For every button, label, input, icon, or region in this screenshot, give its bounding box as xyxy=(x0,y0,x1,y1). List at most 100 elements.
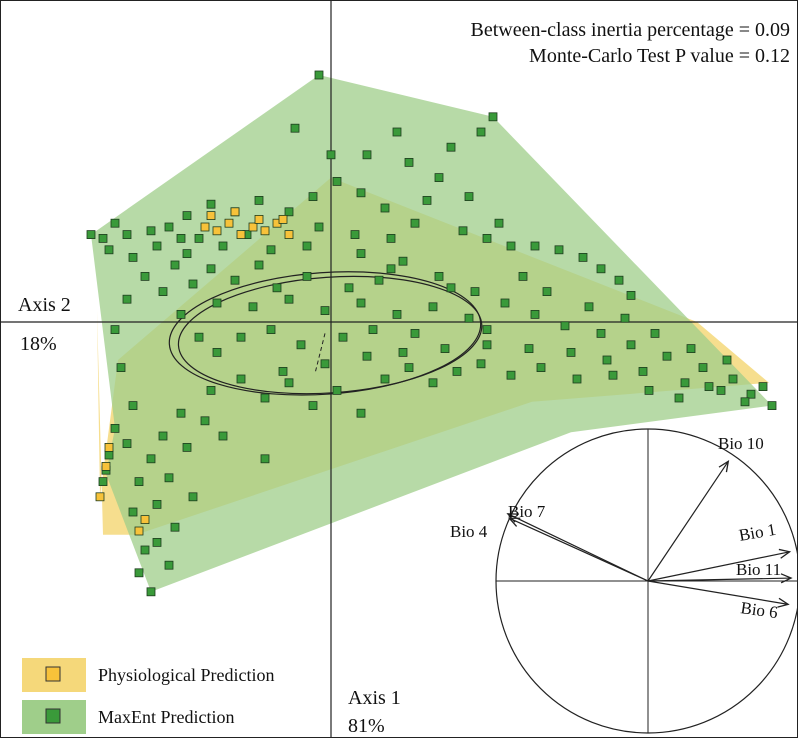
point-maxent xyxy=(410,218,420,228)
point-maxent xyxy=(104,245,114,255)
point-maxent xyxy=(140,271,150,281)
point-maxent xyxy=(728,374,738,384)
point-maxent xyxy=(398,347,408,357)
point-maxent xyxy=(266,325,276,335)
point-physiological xyxy=(101,461,111,471)
point-maxent xyxy=(164,222,174,232)
point-physiological xyxy=(278,214,288,224)
point-maxent xyxy=(746,389,756,399)
vector-label-bio-4: Bio 4 xyxy=(450,522,488,541)
point-maxent xyxy=(404,157,414,167)
point-maxent xyxy=(488,112,498,122)
vector-bio-4 xyxy=(509,517,649,582)
point-maxent xyxy=(170,522,180,532)
point-maxent xyxy=(194,233,204,243)
point-maxent xyxy=(506,241,516,251)
point-maxent xyxy=(662,351,672,361)
point-maxent xyxy=(644,385,654,395)
point-maxent xyxy=(374,275,384,285)
point-maxent xyxy=(212,298,222,308)
point-maxent xyxy=(116,363,126,373)
point-maxent xyxy=(398,256,408,266)
point-maxent xyxy=(578,252,588,262)
point-maxent xyxy=(212,347,222,357)
point-maxent xyxy=(302,271,312,281)
point-maxent xyxy=(620,313,630,323)
point-maxent xyxy=(284,294,294,304)
point-maxent xyxy=(542,287,552,297)
point-maxent xyxy=(758,382,768,392)
point-maxent xyxy=(362,351,372,361)
axis1-percent: 81% xyxy=(348,715,385,737)
point-maxent xyxy=(422,195,432,205)
point-maxent xyxy=(140,545,150,555)
vector-label-bio-10: Bio 10 xyxy=(718,434,764,453)
point-maxent xyxy=(362,150,372,160)
point-maxent xyxy=(134,568,144,578)
point-maxent xyxy=(482,233,492,243)
point-maxent xyxy=(392,309,402,319)
point-maxent xyxy=(86,230,96,240)
point-physiological xyxy=(254,214,264,224)
point-maxent xyxy=(356,249,366,259)
point-maxent xyxy=(254,195,264,205)
point-maxent xyxy=(368,325,378,335)
point-maxent xyxy=(284,378,294,388)
point-maxent xyxy=(152,499,162,509)
point-maxent xyxy=(152,538,162,547)
point-maxent xyxy=(182,442,192,452)
vector-bio-10 xyxy=(647,460,729,582)
between-class-annotation: Between-class inertia percentage = 0.09 xyxy=(471,19,790,41)
point-maxent xyxy=(638,366,648,376)
point-maxent xyxy=(464,313,474,323)
point-maxent xyxy=(482,325,492,335)
point-maxent xyxy=(530,309,540,319)
point-maxent xyxy=(446,283,456,293)
point-maxent xyxy=(236,332,246,342)
point-maxent xyxy=(392,127,402,137)
point-maxent xyxy=(554,245,564,255)
point-maxent xyxy=(314,222,324,232)
point-maxent xyxy=(740,397,750,407)
vector-label-bio-11: Bio 11 xyxy=(736,560,781,579)
point-maxent xyxy=(482,340,492,350)
point-maxent xyxy=(146,587,156,597)
point-maxent xyxy=(296,340,306,350)
axis2-percent: 18% xyxy=(20,333,57,355)
point-maxent xyxy=(176,233,186,243)
point-maxent xyxy=(230,275,240,285)
point-maxent xyxy=(338,332,348,342)
point-maxent xyxy=(356,188,366,198)
vector-bio-1 xyxy=(647,551,790,582)
point-maxent xyxy=(767,401,777,411)
point-maxent xyxy=(152,241,162,251)
point-maxent xyxy=(320,359,330,369)
point-maxent xyxy=(188,492,198,502)
point-maxent xyxy=(254,260,264,270)
vector-bio-6 xyxy=(647,580,789,605)
point-maxent xyxy=(410,328,420,338)
point-maxent xyxy=(350,230,360,240)
point-maxent xyxy=(614,275,624,285)
point-maxent xyxy=(686,344,696,354)
point-maxent xyxy=(566,347,576,357)
point-maxent xyxy=(500,298,510,308)
point-maxent xyxy=(146,454,156,464)
point-maxent xyxy=(428,378,438,388)
point-maxent xyxy=(218,241,228,251)
point-physiological xyxy=(224,218,234,228)
point-physiological xyxy=(236,230,246,240)
point-maxent xyxy=(458,226,468,236)
point-maxent xyxy=(716,385,726,395)
point-maxent xyxy=(236,374,246,384)
point-maxent xyxy=(248,302,258,312)
point-maxent xyxy=(158,431,168,441)
point-maxent xyxy=(194,332,204,342)
axis2-label: Axis 2 xyxy=(18,294,71,316)
point-maxent xyxy=(278,366,288,376)
point-maxent xyxy=(98,477,108,487)
point-maxent xyxy=(530,241,540,251)
point-maxent xyxy=(704,382,714,392)
